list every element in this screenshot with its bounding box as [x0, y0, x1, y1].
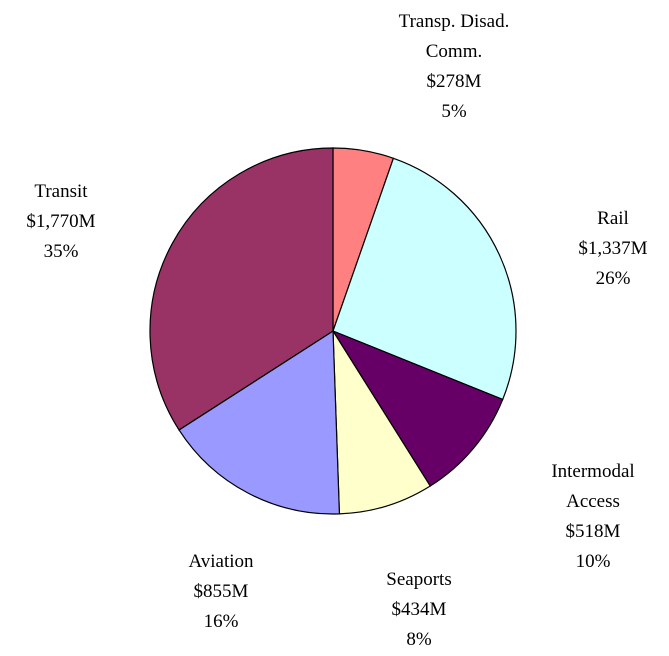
- seaports-name-label: Seaports: [386, 569, 451, 590]
- pie-slice-intermodal-access: [331, 329, 504, 487]
- rail-name-label: Rail: [597, 208, 629, 229]
- aviation-value-label: $855M: [194, 581, 249, 602]
- intermodal-access-percent-label: 10%: [576, 551, 611, 572]
- seaports-value-label: $434M: [392, 599, 447, 620]
- aviation-percent-label: 16%: [204, 611, 239, 632]
- seaports-percent-label: 8%: [406, 629, 432, 650]
- intermodal-access-value-label: $518M: [566, 521, 621, 542]
- rail-value-label: $1,337M: [578, 238, 647, 259]
- transp-disad-comm-percent-label: 5%: [441, 101, 467, 122]
- transp-disad-comm-name-label: Comm.: [426, 41, 482, 62]
- intermodal-access-name-label: Intermodal: [551, 461, 634, 482]
- transit-percent-label: 35%: [44, 241, 79, 262]
- transp-disad-comm-name-label: Transp. Disad.: [399, 11, 510, 32]
- intermodal-access-name-label: Access: [566, 491, 620, 512]
- transp-disad-comm-value-label: $278M: [427, 71, 482, 92]
- aviation-name-label: Aviation: [188, 551, 254, 572]
- pie-slice-aviation: [178, 329, 341, 515]
- rail-percent-label: 26%: [596, 268, 631, 289]
- pie-slices: [149, 147, 517, 515]
- pie-labels: Transp. Disad. Comm. $278M 5% Rail $1,337M 26%…: [26, 11, 647, 650]
- pie-slice-transit: [149, 147, 334, 431]
- pie-slice-seaports: [332, 328, 432, 515]
- transit-value-label: $1,770M: [26, 211, 95, 232]
- transit-name-label: Transit: [34, 181, 88, 202]
- pie-slice-rail: [332, 157, 517, 401]
